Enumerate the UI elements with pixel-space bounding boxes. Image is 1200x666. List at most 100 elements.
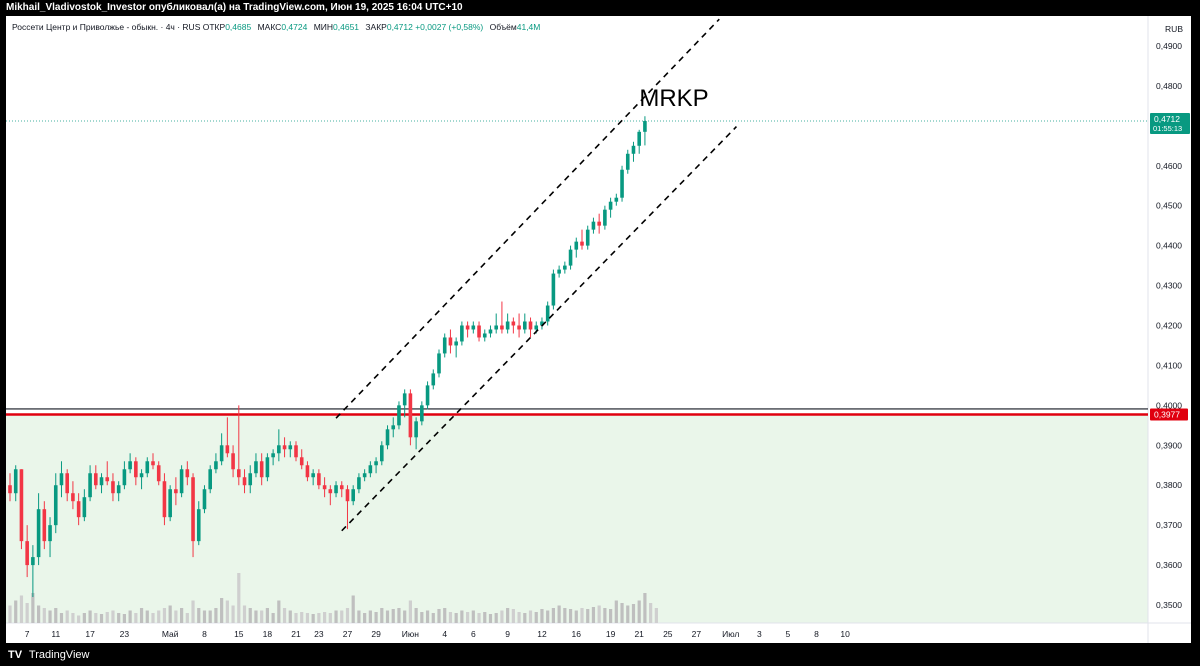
tradingview-logo-icon[interactable]: TV xyxy=(8,649,23,661)
candle-body xyxy=(156,465,161,482)
volume-bar xyxy=(54,608,58,623)
volume-bar xyxy=(460,610,464,623)
candle-body xyxy=(151,461,155,466)
volume-bar xyxy=(546,610,550,623)
candle-body xyxy=(603,209,607,226)
volume-bar xyxy=(488,614,493,623)
x-tick-label: 3 xyxy=(757,629,762,639)
candle-body xyxy=(36,509,41,558)
x-tick-label: 8 xyxy=(814,629,819,639)
x-tick-label: 16 xyxy=(572,629,582,639)
y-tick-label: 0,4900 xyxy=(1156,41,1182,51)
candle-body xyxy=(374,461,378,466)
candle-body xyxy=(111,481,115,494)
volume-bar xyxy=(277,600,281,623)
close-value: 0,4712 +0,0027 (+0,58%) xyxy=(386,22,484,32)
candle-body xyxy=(145,461,150,474)
candle-body xyxy=(219,445,224,462)
volume-bar xyxy=(117,613,121,623)
symbol-name[interactable]: Россети Центр и Приволжье - обыкн. · 4ч … xyxy=(12,22,201,32)
volume-bar xyxy=(271,613,275,623)
candle-body xyxy=(191,477,195,542)
volume-bar xyxy=(139,608,144,623)
candle-body xyxy=(328,489,333,494)
volume-bar xyxy=(368,610,372,623)
x-tick-label: 27 xyxy=(692,629,702,639)
volume-bar xyxy=(260,610,264,623)
x-tick-label: 15 xyxy=(234,629,244,639)
volume-bar xyxy=(649,603,653,623)
candle-body xyxy=(59,473,64,486)
volume-bar xyxy=(506,608,510,623)
volume-bar xyxy=(586,609,590,623)
candle-body xyxy=(568,249,573,266)
candle-body xyxy=(254,461,258,474)
volume-bar xyxy=(380,608,384,623)
candle-body xyxy=(437,353,441,374)
candle-body xyxy=(31,557,35,566)
candle-body xyxy=(294,445,298,458)
volume-bar xyxy=(500,610,504,623)
volume-bar xyxy=(19,595,24,623)
y-tick-label: 0,3600 xyxy=(1156,560,1182,570)
candle-body xyxy=(397,405,401,426)
candle-body xyxy=(545,305,550,322)
volume-bar xyxy=(8,605,12,623)
candle-body xyxy=(322,485,327,490)
candle-body xyxy=(94,473,98,486)
candle-body xyxy=(88,473,92,498)
volume-bar xyxy=(408,600,412,623)
volume-bar xyxy=(425,610,430,623)
price-chart[interactable]: MRKP0,49000,48000,47000,46000,45000,4400… xyxy=(6,16,1191,643)
volume-bar xyxy=(294,613,298,623)
candle-body xyxy=(271,453,275,458)
volume-bar xyxy=(580,608,584,623)
volume-bar xyxy=(185,613,189,623)
volume-bar xyxy=(25,603,29,623)
candle-body xyxy=(488,329,493,334)
candle-body xyxy=(448,337,453,346)
volume-bar xyxy=(254,610,258,623)
volume-bar xyxy=(99,614,104,623)
candle-body xyxy=(442,337,447,354)
volume-bar xyxy=(134,613,138,623)
candle-body xyxy=(299,457,304,466)
open-label: ОТКР xyxy=(202,22,226,32)
volume-bar xyxy=(385,610,390,623)
support-price-tag xyxy=(1150,408,1188,421)
candle-body xyxy=(643,121,647,132)
volume-bar xyxy=(168,605,172,623)
support-zone xyxy=(6,414,1148,623)
candle-body xyxy=(282,445,287,450)
candle-body xyxy=(345,489,350,502)
brand-name[interactable]: TradingView xyxy=(28,649,90,661)
volume-bar xyxy=(340,610,344,623)
last-price-label: 0,4712 xyxy=(1154,114,1180,124)
candle-body xyxy=(168,489,172,518)
candle-body xyxy=(368,465,373,474)
y-tick-label: 0,4400 xyxy=(1156,241,1182,251)
candle-body xyxy=(179,469,184,494)
high-value: 0,4724 xyxy=(281,22,308,32)
volume-bar xyxy=(282,608,287,623)
volume-bar xyxy=(597,605,601,623)
volume-bar xyxy=(363,613,367,623)
volume-bar xyxy=(311,614,315,623)
candle-body xyxy=(557,269,561,274)
candle-body xyxy=(225,445,230,454)
candle-body xyxy=(288,445,293,450)
volume-bar xyxy=(157,610,161,623)
volume-bar xyxy=(317,613,321,623)
currency-label[interactable]: RUB xyxy=(1165,24,1183,34)
candle-body xyxy=(385,429,390,446)
y-tick-label: 0,4100 xyxy=(1156,360,1182,370)
candle-body xyxy=(425,385,430,406)
volume-bar xyxy=(614,600,618,623)
volume-bar xyxy=(225,600,229,623)
candle-body xyxy=(237,469,241,478)
candle-body xyxy=(505,321,510,330)
volume-bar xyxy=(202,610,207,623)
candle-body xyxy=(53,485,58,526)
candle-body xyxy=(174,489,178,494)
volume-bar xyxy=(431,613,435,623)
